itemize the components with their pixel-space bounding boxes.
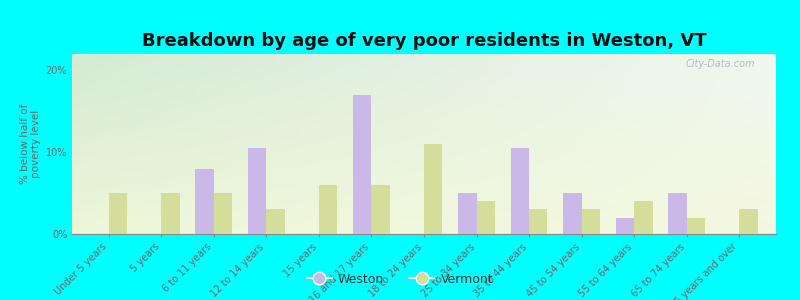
Legend: Weston, Vermont: Weston, Vermont [302,268,498,291]
Bar [162,193,180,234]
Bar [424,144,442,234]
Bar [634,201,653,234]
Bar [510,148,529,234]
Bar [458,193,477,234]
Bar [195,169,214,234]
Bar [686,218,705,234]
Bar [582,209,600,234]
Bar [319,185,338,234]
Bar [248,148,266,234]
Bar [563,193,582,234]
Text: City-Data.com: City-Data.com [686,59,755,69]
Bar [266,209,285,234]
Bar [739,209,758,234]
Y-axis label: % below half of
poverty level: % below half of poverty level [20,104,42,184]
Bar [529,209,547,234]
Bar [353,95,371,234]
Title: Breakdown by age of very poor residents in Weston, VT: Breakdown by age of very poor residents … [142,32,706,50]
Bar [214,193,232,234]
Bar [668,193,686,234]
Bar [477,201,495,234]
Bar [616,218,634,234]
Bar [109,193,127,234]
Bar [371,185,390,234]
